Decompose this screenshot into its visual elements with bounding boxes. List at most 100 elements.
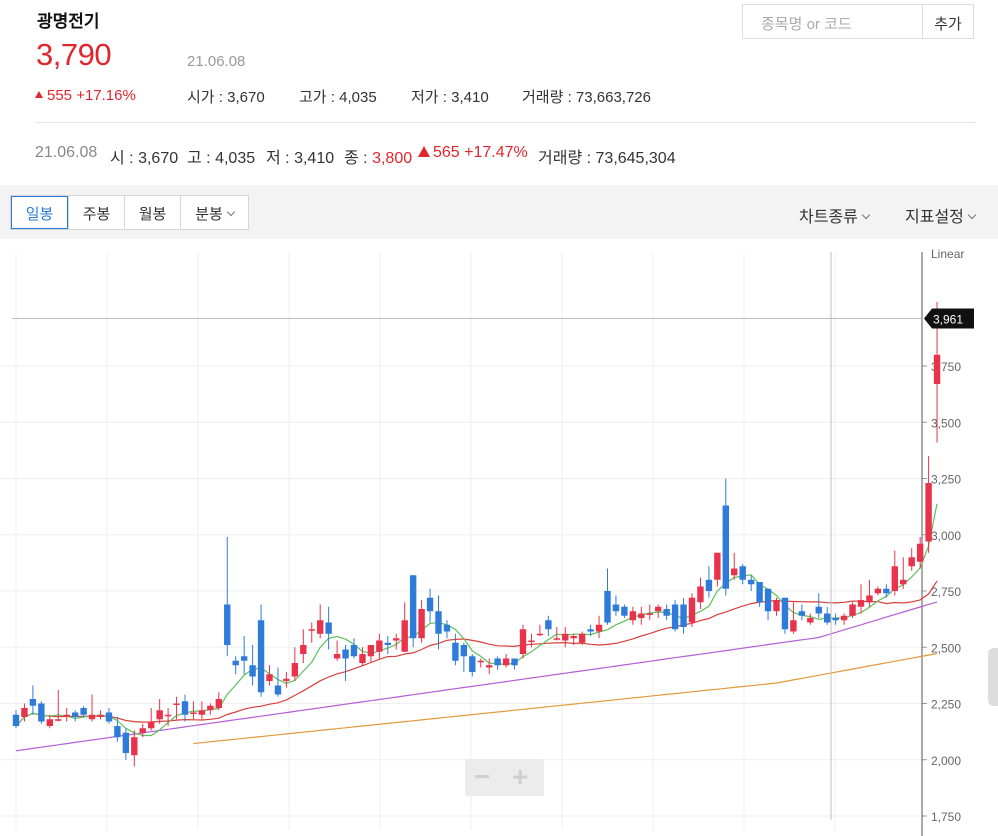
stock-search-input[interactable]: 종목명 or 코드 xyxy=(742,4,923,39)
stat-low: 저가 : 3,410 xyxy=(411,89,489,106)
scale-label: Linear xyxy=(931,247,964,261)
candle-up xyxy=(63,714,70,717)
candle-up xyxy=(55,719,62,721)
period-tabs: 일봉 주봉 월봉 분봉 xyxy=(10,195,249,230)
candle-down xyxy=(232,660,239,666)
candle-down xyxy=(705,579,713,591)
zoom-in-button[interactable]: + xyxy=(512,761,529,792)
indicator-settings-dropdown[interactable]: 지표설정 xyxy=(905,203,977,227)
candlestick-chart[interactable]: 1,750 2,000 2,250 2,500 2,750 3,000 3,250 3,500… xyxy=(0,240,998,836)
candle-up xyxy=(333,654,341,659)
candle-up xyxy=(731,568,738,576)
candle-up xyxy=(874,588,882,594)
candle-up xyxy=(773,600,780,612)
candle-up xyxy=(139,728,146,733)
ma120-line xyxy=(193,652,938,745)
ohlc-high: 고 : 4,035 xyxy=(187,150,256,167)
price-change: 555 +17.16% xyxy=(35,87,136,104)
candle-down xyxy=(325,622,332,634)
y-tick-label: 2,750 xyxy=(931,585,961,599)
candle-up xyxy=(131,737,138,756)
candle-up xyxy=(376,640,383,652)
candle-down xyxy=(722,505,729,589)
candle-down xyxy=(494,658,501,666)
candle-down xyxy=(815,606,822,614)
candle-up xyxy=(714,552,721,580)
candle-up xyxy=(688,597,696,623)
y-tick-label: 2,000 xyxy=(931,754,961,768)
candle-up xyxy=(536,633,544,636)
ohlc-volume: 거래량 : 73,645,304 xyxy=(538,150,676,167)
candle-down xyxy=(612,604,620,612)
candle-up xyxy=(900,579,907,585)
candle-up xyxy=(164,714,172,717)
candle-down xyxy=(469,656,476,672)
zoom-controls: − + xyxy=(465,759,544,796)
tab-monthly[interactable]: 월봉 xyxy=(124,196,180,229)
zoom-out-button[interactable]: − xyxy=(474,761,491,792)
ma60-line xyxy=(15,601,938,752)
candle-down xyxy=(764,588,772,612)
candle-down xyxy=(435,611,442,634)
candle-up xyxy=(595,624,603,632)
candle-up xyxy=(553,638,560,640)
candle-down xyxy=(680,604,687,627)
tab-daily[interactable]: 일봉 xyxy=(11,196,68,229)
candle-up xyxy=(266,674,273,681)
chart-type-dropdown[interactable]: 차트종류 xyxy=(799,203,871,227)
candle-up xyxy=(393,638,400,641)
candle-down xyxy=(663,609,670,616)
stat-open: 시가 : 3,670 xyxy=(187,89,265,106)
candle-down xyxy=(747,579,755,585)
candle-down xyxy=(105,712,113,722)
candle-down xyxy=(38,703,45,722)
ohlc-close: 종 : 3,800 xyxy=(344,150,413,167)
ohlc-low: 저 : 3,410 xyxy=(266,150,335,167)
candle-down xyxy=(832,618,839,621)
candle-up xyxy=(148,721,155,729)
add-button[interactable]: 추가 xyxy=(922,4,974,39)
candle-up xyxy=(849,604,856,616)
tab-minute[interactable]: 분봉 xyxy=(180,196,248,229)
ohlc-open: 시 : 3,670 xyxy=(110,150,179,167)
candle-up xyxy=(97,714,104,717)
candle-down xyxy=(71,712,79,717)
candle-up xyxy=(646,613,653,615)
up-triangle-icon xyxy=(418,146,430,157)
stat-volume: 거래량 : 73,663,726 xyxy=(522,89,651,106)
candle-down xyxy=(80,708,87,715)
header-divider xyxy=(35,122,975,123)
y-tick-label: 3,500 xyxy=(931,416,961,430)
candle-up xyxy=(916,543,924,562)
candle-up xyxy=(215,699,222,708)
current-price: 3,790 xyxy=(36,37,112,72)
candle-up xyxy=(866,595,873,603)
side-panel-handle[interactable] xyxy=(988,648,998,706)
candle-down xyxy=(460,645,468,657)
candle-up xyxy=(697,586,704,603)
tab-weekly[interactable]: 주봉 xyxy=(68,196,124,229)
candle-down xyxy=(756,582,763,603)
price-change-value: 555 +17.16% xyxy=(47,87,136,104)
candle-up xyxy=(190,712,197,714)
candle-down xyxy=(604,591,611,623)
candle-down xyxy=(257,620,265,693)
candle-up xyxy=(401,620,408,652)
candle-up xyxy=(562,633,569,641)
candle-up xyxy=(173,703,180,705)
stock-name: 광명전기 xyxy=(37,12,100,31)
crosshair-price-tag xyxy=(924,308,974,329)
chevron-down-icon xyxy=(967,210,977,220)
candle-down xyxy=(511,658,518,666)
candle-up xyxy=(418,609,425,639)
candle-up xyxy=(359,654,366,663)
candle-up xyxy=(283,678,290,681)
candle-down xyxy=(224,604,231,645)
candle-down xyxy=(29,699,37,706)
y-tick-label: 3,250 xyxy=(931,473,961,487)
candle-down xyxy=(409,575,417,639)
quote-date: 21.06.08 xyxy=(187,53,246,70)
candle-up xyxy=(300,645,307,654)
candle-up xyxy=(840,615,848,621)
candle-up xyxy=(891,566,898,591)
